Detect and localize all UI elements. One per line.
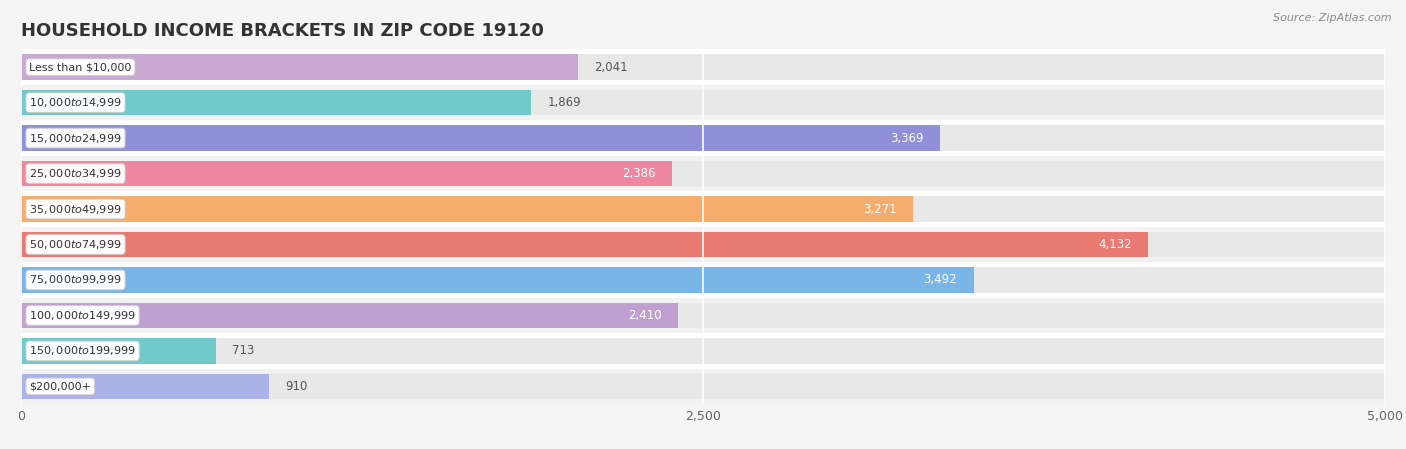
Bar — [21, 161, 1385, 186]
Text: $50,000 to $74,999: $50,000 to $74,999 — [30, 238, 122, 251]
Text: $25,000 to $34,999: $25,000 to $34,999 — [30, 167, 122, 180]
Bar — [21, 90, 531, 115]
Bar — [21, 232, 1385, 257]
Text: Source: ZipAtlas.com: Source: ZipAtlas.com — [1274, 13, 1392, 23]
Bar — [21, 125, 941, 151]
Text: $35,000 to $49,999: $35,000 to $49,999 — [30, 202, 122, 216]
Text: Less than $10,000: Less than $10,000 — [30, 62, 132, 72]
Bar — [21, 85, 1385, 120]
Bar — [21, 374, 270, 399]
Bar — [21, 303, 679, 328]
Bar — [21, 374, 1385, 399]
Text: $10,000 to $14,999: $10,000 to $14,999 — [30, 96, 122, 109]
Bar — [21, 49, 1385, 85]
Bar — [21, 232, 1149, 257]
Text: $200,000+: $200,000+ — [30, 381, 91, 392]
Text: 713: 713 — [232, 344, 254, 357]
Bar — [21, 191, 1385, 227]
Bar — [21, 298, 1385, 333]
Bar — [21, 369, 1385, 404]
Bar — [21, 267, 973, 293]
Bar — [21, 161, 672, 186]
Text: 910: 910 — [285, 380, 308, 393]
Bar — [21, 196, 1385, 222]
Bar — [21, 267, 1385, 293]
Bar — [21, 54, 578, 80]
Text: HOUSEHOLD INCOME BRACKETS IN ZIP CODE 19120: HOUSEHOLD INCOME BRACKETS IN ZIP CODE 19… — [21, 22, 544, 40]
Text: $15,000 to $24,999: $15,000 to $24,999 — [30, 132, 122, 145]
Bar — [21, 333, 1385, 369]
Bar — [21, 196, 914, 222]
Text: 3,271: 3,271 — [863, 202, 897, 216]
Bar — [21, 125, 1385, 151]
Text: 2,410: 2,410 — [628, 309, 662, 322]
Text: 2,041: 2,041 — [595, 61, 628, 74]
Text: $75,000 to $99,999: $75,000 to $99,999 — [30, 273, 122, 286]
Text: $150,000 to $199,999: $150,000 to $199,999 — [30, 344, 136, 357]
Bar — [21, 54, 1385, 80]
Bar — [21, 90, 1385, 115]
Text: $100,000 to $149,999: $100,000 to $149,999 — [30, 309, 136, 322]
Text: 1,869: 1,869 — [547, 96, 581, 109]
Bar — [21, 303, 1385, 328]
Bar — [21, 262, 1385, 298]
Text: 3,492: 3,492 — [924, 273, 957, 286]
Text: 2,386: 2,386 — [621, 167, 655, 180]
Bar — [21, 156, 1385, 191]
Text: 4,132: 4,132 — [1098, 238, 1132, 251]
Bar — [21, 338, 215, 364]
Text: 3,369: 3,369 — [890, 132, 924, 145]
Bar — [21, 338, 1385, 364]
Bar — [21, 120, 1385, 156]
Bar — [21, 227, 1385, 262]
